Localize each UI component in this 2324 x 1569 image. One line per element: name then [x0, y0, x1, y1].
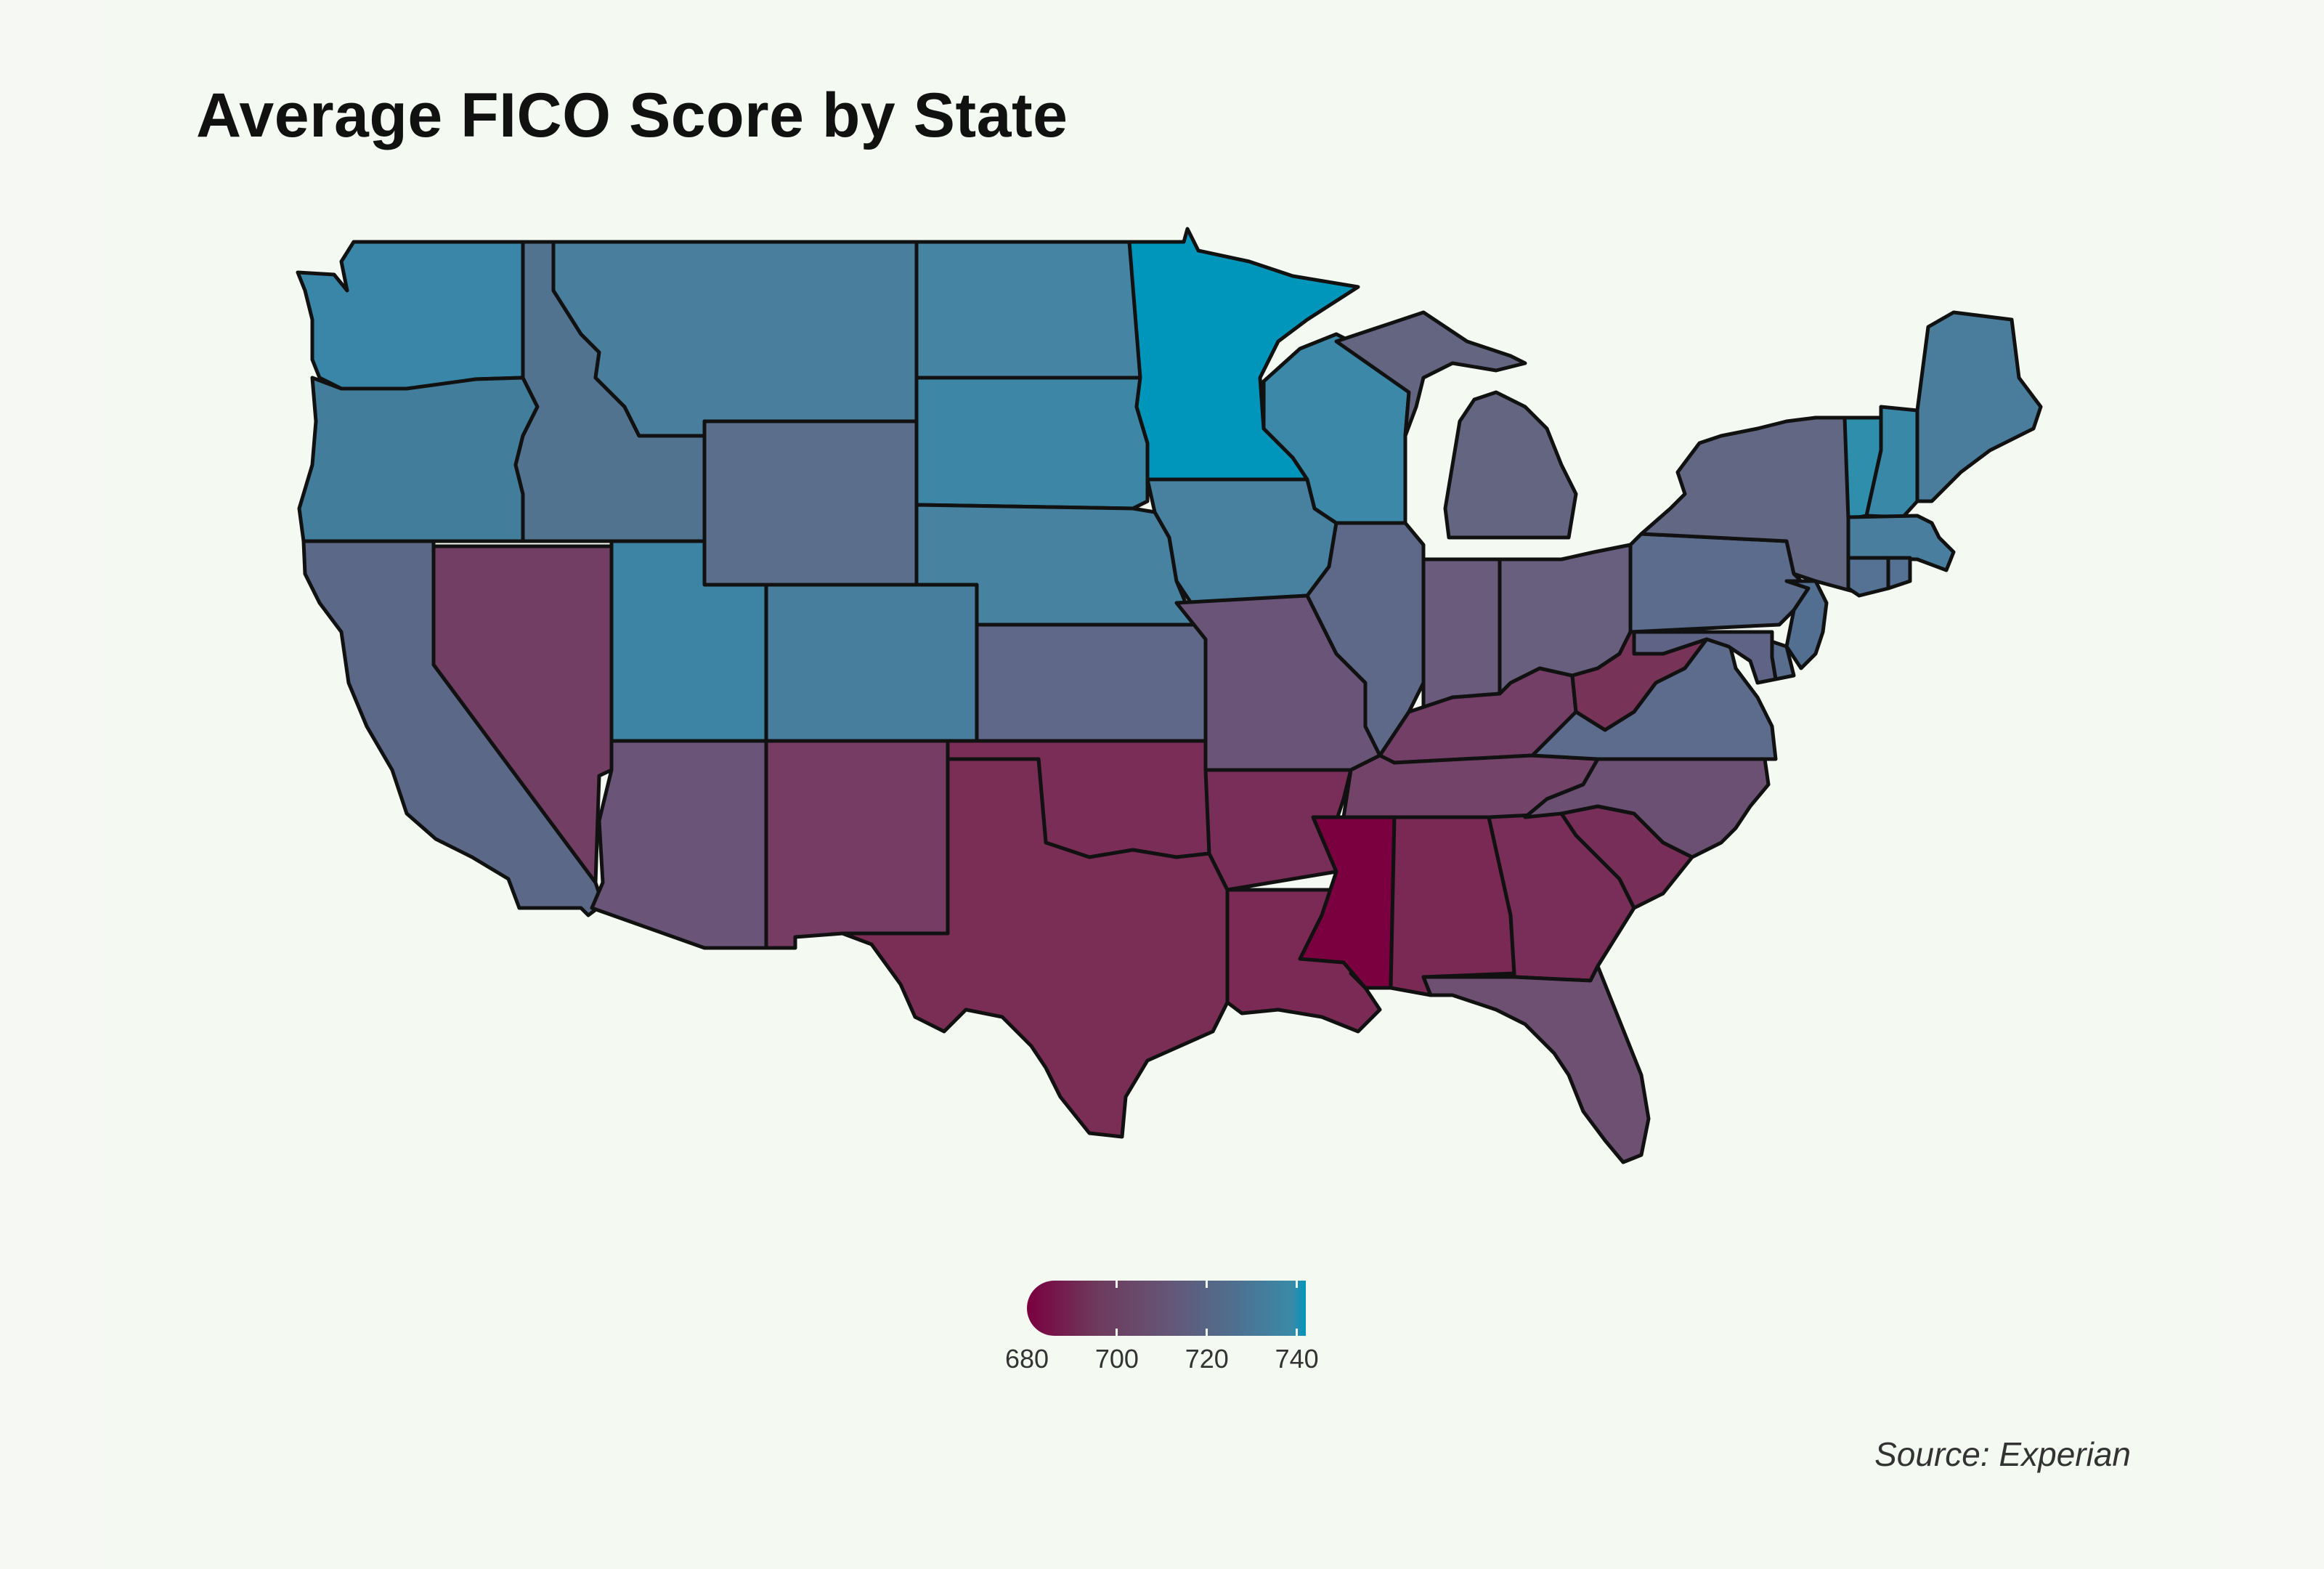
chart-title: Average FICO Score by State [196, 81, 1068, 150]
legend-tick-mark [1025, 1329, 1028, 1336]
state-wisconsin [1261, 332, 1411, 525]
source-note: Source: Experian [1874, 1435, 2131, 1473]
legend-tick-mark [1116, 1281, 1118, 1288]
state-colorado [764, 583, 979, 743]
legend-tick-mark [1296, 1281, 1299, 1288]
state-north-dakota [914, 240, 1142, 380]
legend-tick-label: 680 [1004, 1344, 1049, 1374]
state-pennsylvania [1628, 532, 1811, 634]
state-new-mexico [764, 739, 950, 950]
state-florida [1421, 964, 1651, 1164]
state-wyoming [702, 419, 919, 587]
state-texas [840, 757, 1230, 1139]
state-new-jersey [1784, 579, 1829, 670]
legend-tick-mark [1116, 1329, 1118, 1336]
state-south-dakota [914, 376, 1150, 511]
state-arizona [590, 739, 768, 950]
state-illinois [1305, 521, 1426, 758]
legend-tick-label: 700 [1094, 1344, 1139, 1374]
legend-tick-mark [1206, 1329, 1208, 1336]
legend-tick-mark [1206, 1281, 1208, 1288]
legend-tick-label: 740 [1275, 1344, 1319, 1374]
state-connecticut [1846, 556, 1890, 598]
state-minnesota [1127, 227, 1360, 482]
state-indiana [1421, 557, 1502, 710]
legend-tick-mark [1296, 1329, 1299, 1336]
legend-tick-mark [1025, 1281, 1028, 1288]
state-oregon [297, 376, 540, 543]
state-kansas [975, 623, 1208, 743]
legend-colorbar [1027, 1281, 1306, 1336]
state-washington [296, 240, 525, 394]
state-maine [1915, 310, 2043, 503]
legend-tick-label: 720 [1185, 1344, 1229, 1374]
state-maryland [1632, 630, 1778, 685]
state-north-carolina [1523, 757, 1771, 859]
state-michigan [1334, 310, 1578, 540]
state-rhode-island [1886, 556, 1912, 591]
